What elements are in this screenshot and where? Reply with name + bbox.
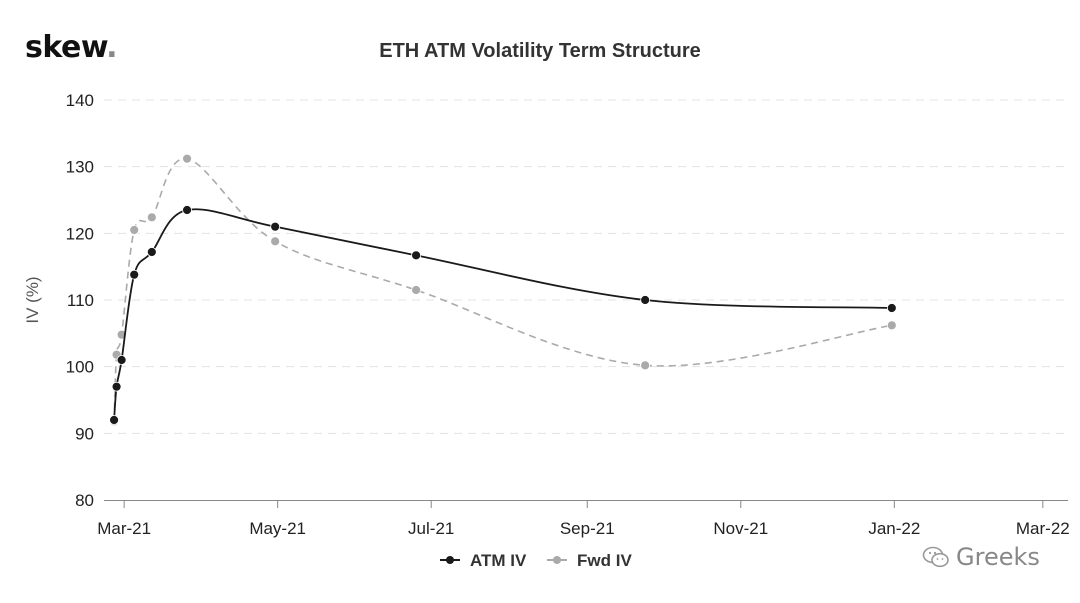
atm-iv-point: [109, 415, 119, 425]
y-tick-label: 120: [66, 224, 94, 243]
legend-label: Fwd IV: [577, 551, 632, 570]
logo-dot: .: [106, 30, 118, 65]
atm-iv-point: [886, 303, 897, 313]
atm-iv-point: [411, 250, 422, 261]
watermark: Greeks: [922, 543, 1040, 571]
x-tick-label: Mar-22: [1016, 519, 1070, 538]
y-axis-label: IV (%): [23, 276, 42, 323]
atm-iv-point: [182, 205, 192, 215]
logo-text: skew: [25, 30, 107, 65]
legend[interactable]: ATM IV Fwd IV: [440, 551, 632, 570]
wechat-icon: [922, 546, 949, 568]
skew-logo: skew.: [25, 30, 118, 65]
fwd-iv-point: [146, 212, 157, 223]
y-tick-label: 110: [67, 291, 94, 310]
watermark-text: Greeks: [956, 543, 1040, 571]
atm-iv-point: [111, 381, 122, 392]
fwd-iv-point: [640, 360, 651, 371]
y-tick-label: 90: [75, 424, 94, 443]
atm-iv-line: [113, 208, 892, 421]
atm-iv-point: [146, 247, 157, 257]
y-tick-label: 140: [66, 91, 94, 110]
y-tick-label: 100: [66, 358, 94, 377]
axis-layer: 80 90 100 110 120 130 140 Mar-21 May-21 Jul-21 Sep…: [66, 91, 1070, 538]
atm-iv-point: [116, 355, 127, 365]
grid-layer: [104, 99, 1068, 434]
legend-swatch-marker: [446, 556, 454, 564]
y-tick-label: 80: [75, 491, 94, 510]
series-layer: [109, 153, 897, 427]
x-tick-label: May-21: [249, 519, 306, 538]
atm-iv-point: [129, 269, 140, 280]
fwd-iv-point: [411, 285, 422, 295]
atm-iv-point: [640, 295, 651, 305]
atm-iv-point: [270, 221, 281, 232]
y-tick-label: 130: [66, 158, 94, 177]
legend-swatch-marker: [553, 556, 561, 564]
fwd-iv-point: [270, 236, 281, 247]
x-tick-label: Sep-21: [560, 519, 615, 538]
legend-item-atm-iv[interactable]: ATM IV: [440, 551, 527, 570]
x-tick-label: Mar-21: [97, 519, 151, 538]
x-tick-label: Jan-22: [868, 519, 920, 538]
legend-label: ATM IV: [470, 551, 527, 570]
fwd-iv-line: [113, 157, 892, 422]
x-tick-label: Jul-21: [408, 519, 454, 538]
fwd-iv-point: [182, 153, 192, 164]
x-tick-label: Nov-21: [713, 519, 768, 538]
fwd-iv-point: [129, 225, 140, 235]
legend-item-fwd-iv[interactable]: Fwd IV: [547, 551, 632, 570]
fwd-iv-point: [886, 320, 897, 331]
chart-title: ETH ATM Volatility Term Structure: [379, 40, 701, 62]
